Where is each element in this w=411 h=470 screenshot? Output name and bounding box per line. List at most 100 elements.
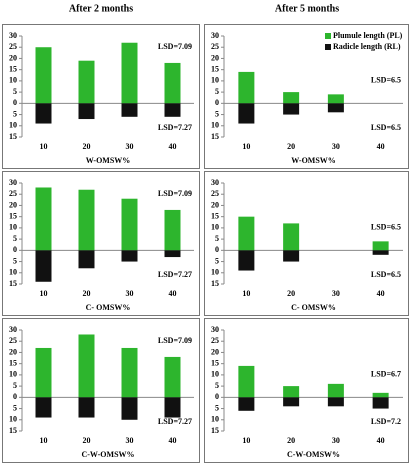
- y-tick-label: 5: [13, 381, 17, 390]
- y-tick-label: 15: [9, 64, 17, 73]
- y-tick-label: 10: [9, 223, 17, 232]
- y-tick-label: 30: [211, 178, 219, 187]
- bar: [238, 365, 255, 398]
- bar: [78, 103, 95, 120]
- bar: [372, 250, 389, 255]
- x-axis-label: W-OMSW%: [86, 156, 131, 165]
- y-tick-label: 10: [211, 76, 219, 85]
- annotation: LSD=7.09: [158, 336, 192, 345]
- y-tick-label: 20: [9, 347, 17, 356]
- y-tick-label: 15: [9, 358, 17, 367]
- legend-label: Plumule length (PL): [333, 31, 403, 40]
- y-tick-label: 25: [211, 42, 219, 51]
- bar: [121, 397, 138, 420]
- x-tick-label: 40: [377, 436, 385, 445]
- x-tick-label: 20: [83, 436, 91, 445]
- bar: [283, 397, 300, 407]
- bar: [283, 103, 300, 115]
- y-tick-label: 15: [211, 358, 219, 367]
- bar: [238, 397, 255, 411]
- y-tick-label: 10: [211, 370, 219, 379]
- bar: [35, 187, 52, 251]
- y-tick-label: 10: [211, 415, 219, 424]
- bar: [164, 250, 181, 258]
- x-axis-label: C- OMSW%: [86, 303, 131, 312]
- bar: [238, 250, 255, 271]
- bar: [78, 397, 95, 418]
- legend-swatch: [325, 33, 331, 39]
- y-tick-label: 5: [215, 109, 219, 118]
- bar: [283, 92, 300, 104]
- bar: [78, 60, 95, 104]
- y-tick-label: 10: [9, 121, 17, 130]
- x-tick-label: 30: [332, 142, 340, 151]
- bar: [78, 189, 95, 251]
- x-tick-label: 10: [242, 142, 250, 151]
- bar: [164, 356, 181, 398]
- y-tick-label: 10: [9, 268, 17, 277]
- x-tick-label: 30: [126, 142, 134, 151]
- y-tick-label: 0: [215, 245, 219, 254]
- x-tick-label: 40: [377, 142, 385, 151]
- panel-border: [2, 318, 200, 463]
- panel-border: [2, 24, 200, 169]
- bar: [283, 386, 300, 398]
- bar: [327, 383, 344, 398]
- x-tick-label: 40: [169, 289, 177, 298]
- bar: [35, 397, 52, 418]
- x-tick-label: 20: [83, 289, 91, 298]
- y-tick-label: 10: [211, 223, 219, 232]
- y-tick-label: 30: [211, 31, 219, 40]
- y-tick-label: 0: [13, 392, 17, 401]
- bar: [78, 250, 95, 269]
- annotation: LSD=6.5: [371, 76, 401, 85]
- bar: [372, 397, 389, 409]
- bar: [35, 47, 52, 104]
- panel-border: [204, 24, 409, 169]
- x-tick-label: 30: [126, 289, 134, 298]
- bar: [164, 397, 181, 418]
- annotation: LSD=7.27: [158, 123, 192, 132]
- y-tick-label: 30: [9, 325, 17, 334]
- y-tick-label: 25: [211, 189, 219, 198]
- y-tick-label: 10: [9, 370, 17, 379]
- column-title: After 2 months: [69, 3, 133, 14]
- bar: [238, 216, 255, 251]
- y-tick-label: 0: [215, 392, 219, 401]
- x-tick-label: 20: [287, 436, 295, 445]
- x-tick-label: 20: [287, 142, 295, 151]
- bar: [283, 223, 300, 251]
- x-tick-label: 30: [332, 436, 340, 445]
- column-title: After 5 months: [275, 3, 339, 14]
- x-tick-label: 30: [332, 289, 340, 298]
- y-tick-label: 25: [9, 336, 17, 345]
- x-axis-label: C-W-OMSW%: [81, 450, 134, 459]
- y-tick-label: 15: [211, 132, 219, 141]
- y-tick-label: 20: [9, 53, 17, 62]
- y-tick-label: 10: [211, 121, 219, 130]
- y-tick-label: 5: [13, 234, 17, 243]
- annotation: LSD=6.5: [371, 223, 401, 232]
- y-tick-label: 25: [9, 42, 17, 51]
- y-tick-label: 20: [211, 200, 219, 209]
- y-tick-label: 5: [215, 403, 219, 412]
- y-tick-label: 15: [9, 426, 17, 435]
- y-tick-label: 25: [211, 336, 219, 345]
- y-tick-label: 0: [215, 98, 219, 107]
- bar: [121, 198, 138, 251]
- bar: [327, 397, 344, 407]
- bar: [164, 209, 181, 251]
- bar: [35, 250, 52, 282]
- y-tick-label: 5: [13, 256, 17, 265]
- y-tick-label: 10: [9, 76, 17, 85]
- y-tick-label: 30: [9, 178, 17, 187]
- x-tick-label: 10: [242, 289, 250, 298]
- x-axis-label: C- OMSW%: [291, 303, 336, 312]
- x-tick-label: 20: [287, 289, 295, 298]
- y-tick-label: 15: [211, 426, 219, 435]
- y-tick-label: 20: [211, 347, 219, 356]
- y-tick-label: 25: [9, 189, 17, 198]
- bar: [35, 103, 52, 124]
- x-axis-label: W-OMSW%: [291, 156, 336, 165]
